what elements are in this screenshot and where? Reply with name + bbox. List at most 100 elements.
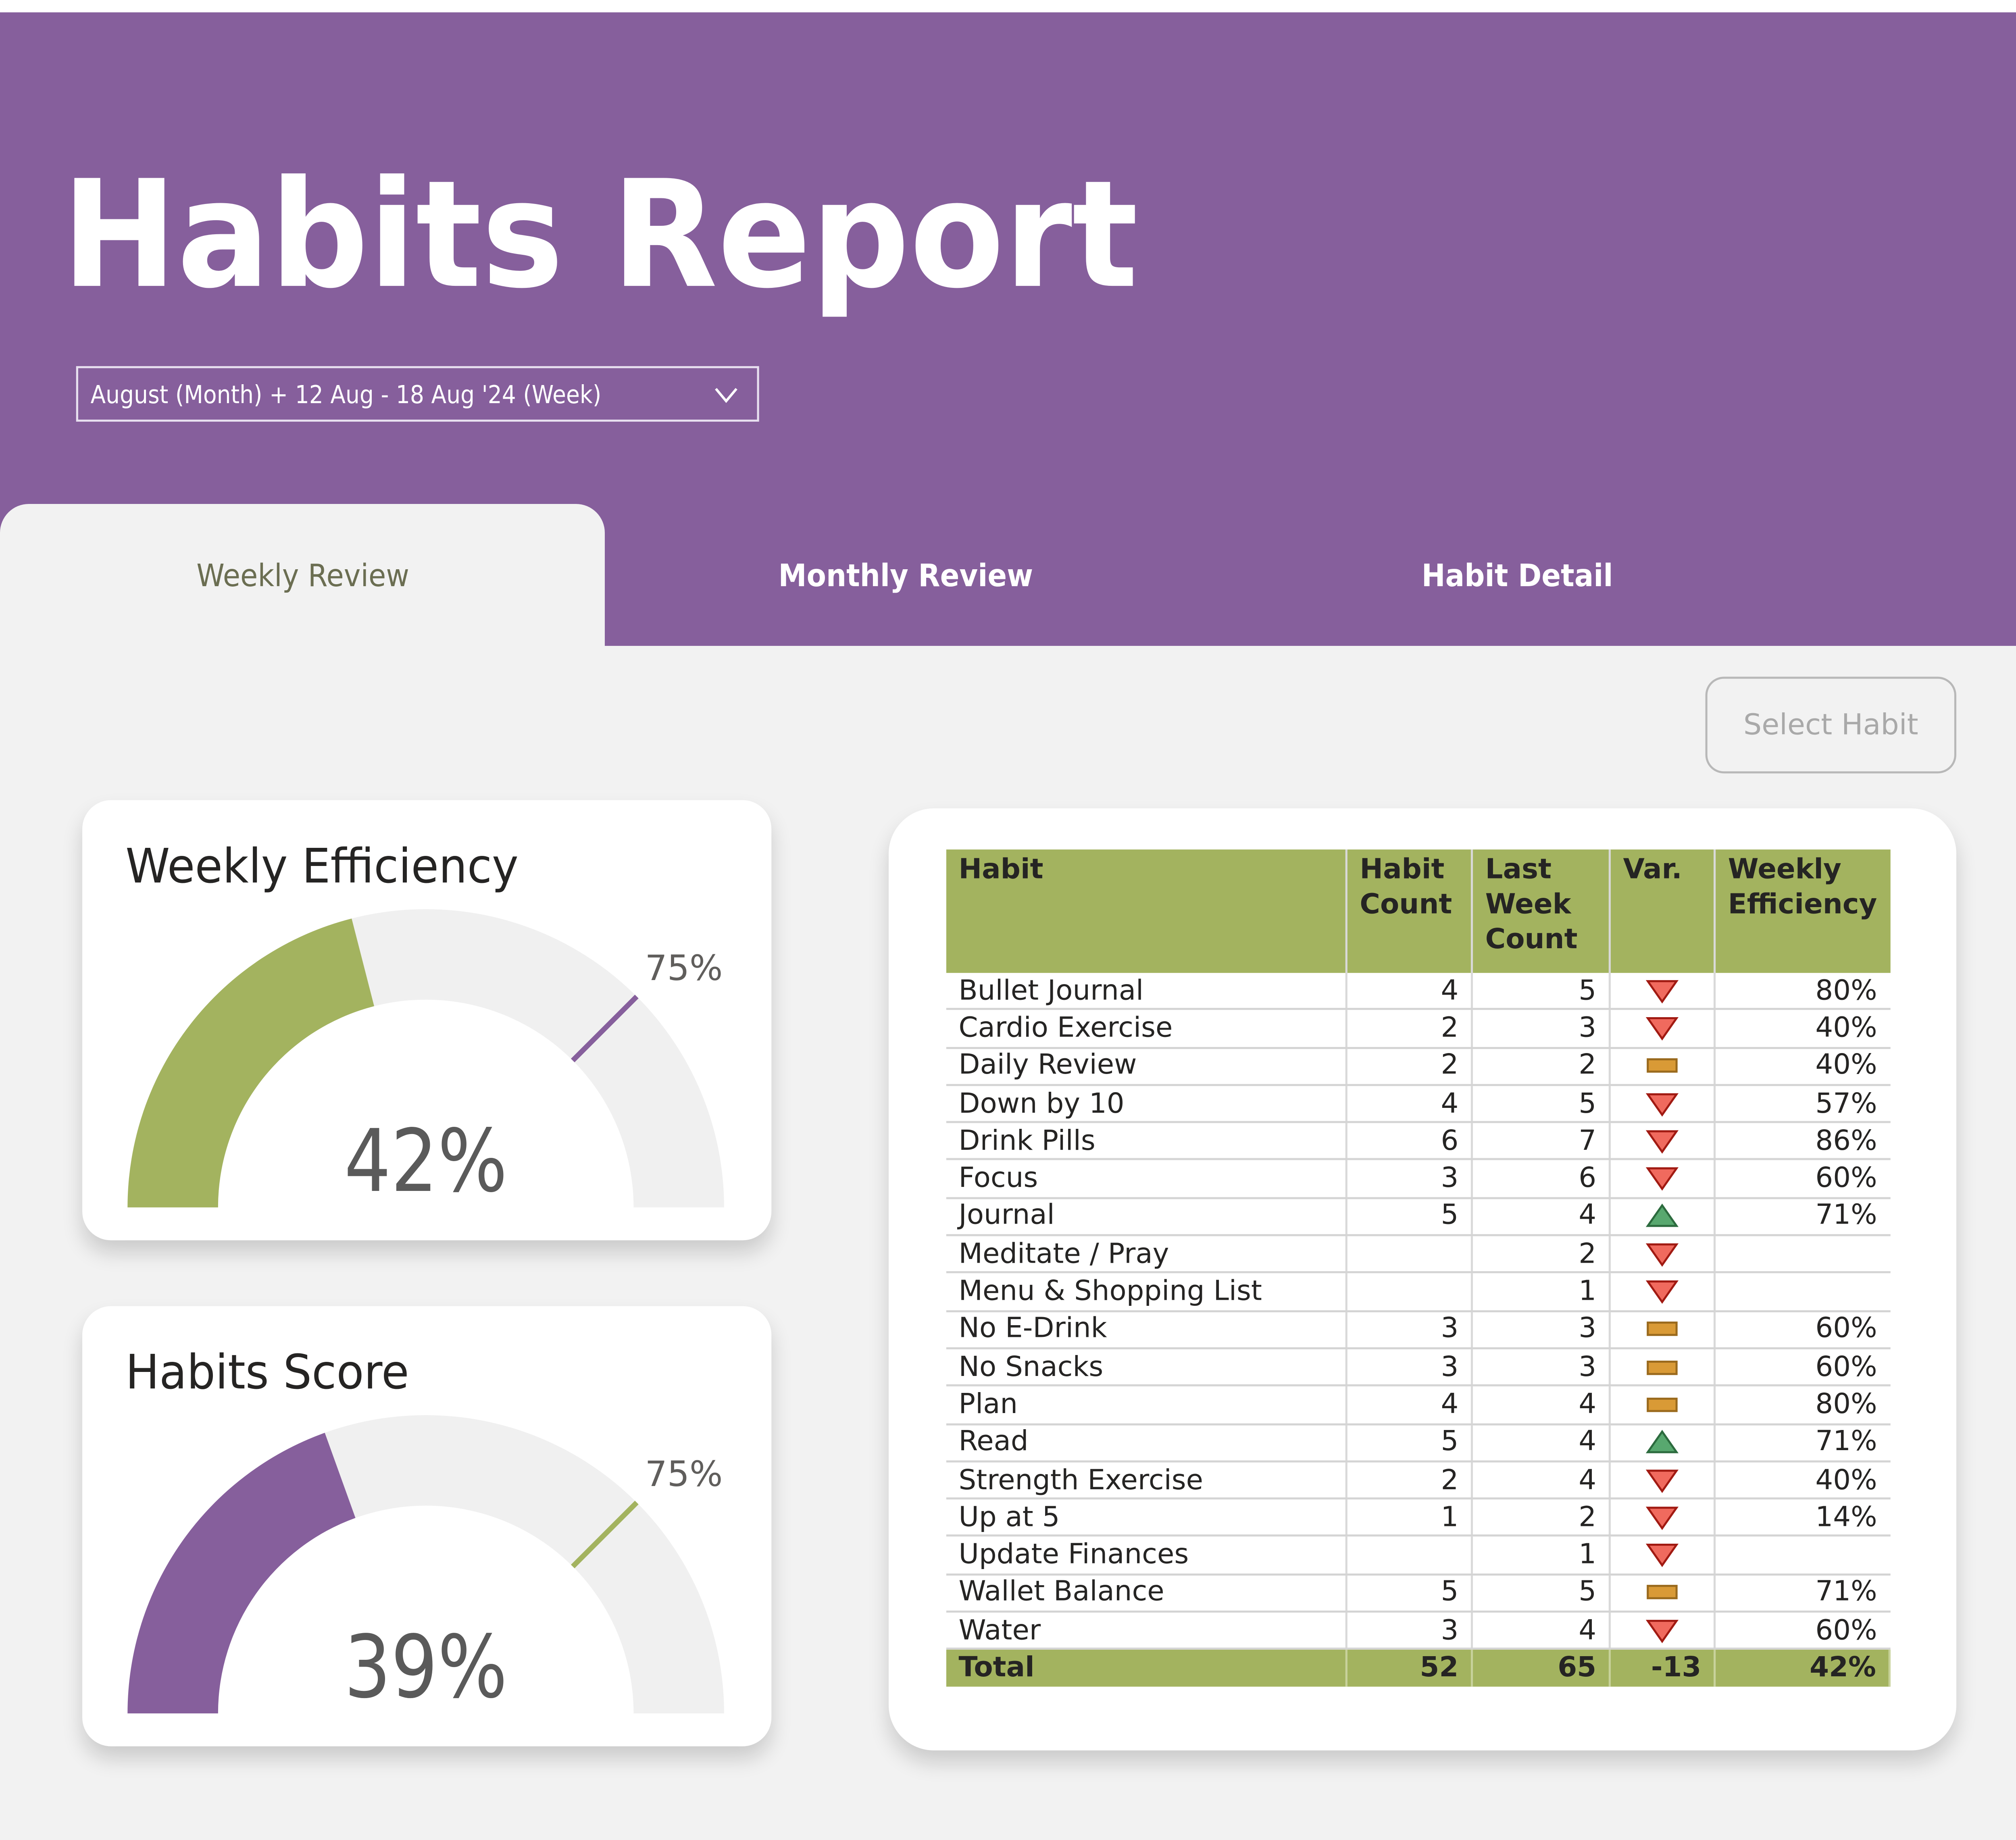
table-row[interactable]: Bullet Journal 4 5 80% [946, 973, 1890, 1011]
cell-var [1610, 1499, 1716, 1538]
flat-bar-icon [1647, 1322, 1678, 1337]
table-row[interactable]: Journal 5 4 71% [946, 1197, 1890, 1236]
cell-last-week-count: 4 [1472, 1611, 1611, 1651]
cell-var [1610, 1084, 1716, 1124]
cell-var [1610, 973, 1716, 1011]
total-var: -13 [1610, 1649, 1716, 1686]
cell-last-week-count: 4 [1472, 1386, 1611, 1425]
cell-var [1610, 1310, 1716, 1349]
cell-last-week-count: 1 [1472, 1536, 1611, 1575]
table-row[interactable]: Daily Review 2 2 40% [946, 1047, 1890, 1086]
cell-weekly-efficiency: 57% [1714, 1084, 1890, 1124]
table-row[interactable]: Wallet Balance 5 5 71% [946, 1574, 1890, 1613]
cell-weekly-efficiency: 40% [1714, 1047, 1890, 1086]
table-total-row: Total 52 65 -13 42% [946, 1649, 1891, 1686]
cell-var [1610, 1611, 1716, 1651]
table-row[interactable]: Plan 4 4 80% [946, 1386, 1890, 1425]
table-row[interactable]: Meditate / Pray 2 [946, 1235, 1890, 1274]
down-triangle-icon [1645, 1130, 1679, 1153]
cell-var [1610, 1235, 1716, 1274]
table-row[interactable]: Cardio Exercise 2 3 40% [946, 1010, 1890, 1048]
total-efficiency: 42% [1714, 1649, 1891, 1686]
habits-score-card: Habits Score 75% 39% [82, 1306, 772, 1746]
cell-habit-count: 5 [1346, 1423, 1473, 1462]
down-triangle-icon [1645, 1619, 1679, 1643]
gauge-target-label: 75% [645, 1454, 723, 1494]
period-dropdown-value: August (Month) + 12 Aug - 18 Aug '24 (We… [90, 379, 602, 408]
cell-weekly-efficiency: 80% [1714, 1386, 1890, 1425]
table-row[interactable]: Strength Exercise 2 4 40% [946, 1461, 1890, 1500]
col-var[interactable]: Var. [1610, 849, 1716, 973]
cell-last-week-count: 5 [1472, 1084, 1611, 1124]
down-triangle-icon [1645, 1168, 1679, 1191]
cell-habit-count: 2 [1346, 1010, 1473, 1048]
down-triangle-icon [1645, 1280, 1679, 1304]
gauge-target-label: 75% [645, 948, 723, 989]
col-last-week-count[interactable]: Last Week Count [1472, 849, 1611, 973]
col-weekly-efficiency[interactable]: Weekly Efficiency [1714, 849, 1890, 973]
tab-label: Habit Detail [1421, 557, 1613, 595]
tab-weekly-review[interactable]: Weekly Review [0, 504, 605, 648]
total-count: 52 [1346, 1649, 1473, 1686]
chevron-down-icon [715, 388, 737, 403]
tab-monthly-review[interactable]: Monthly Review [617, 504, 1193, 648]
cell-habit: Update Finances [946, 1536, 1347, 1575]
cell-weekly-efficiency: 14% [1714, 1499, 1890, 1538]
table-row[interactable]: Up at 5 1 2 14% [946, 1499, 1890, 1538]
flat-bar-icon [1647, 1586, 1678, 1600]
page-title: Habits Report [62, 148, 1138, 321]
cell-habit-count: 4 [1346, 973, 1473, 1011]
tab-habit-detail[interactable]: Habit Detail [1234, 504, 1800, 648]
cell-weekly-efficiency: 71% [1714, 1574, 1890, 1613]
cell-habit-count: 4 [1346, 1084, 1473, 1124]
cell-habit: Water [946, 1611, 1347, 1651]
table-row[interactable]: Read 5 4 71% [946, 1423, 1890, 1462]
cell-habit-count: 2 [1346, 1461, 1473, 1500]
down-triangle-icon [1645, 979, 1679, 1003]
col-habit-count[interactable]: Habit Count [1346, 849, 1473, 973]
flat-bar-icon [1647, 1397, 1678, 1412]
col-habit[interactable]: Habit [946, 849, 1347, 973]
cell-habit-count: 1 [1346, 1499, 1473, 1538]
up-triangle-icon [1645, 1204, 1679, 1228]
cell-weekly-efficiency: 60% [1714, 1310, 1890, 1349]
select-habit-button[interactable]: Select Habit [1705, 676, 1957, 774]
cell-habit: Up at 5 [946, 1499, 1347, 1538]
weekly-efficiency-gauge: 75% 42% [127, 909, 724, 1211]
cell-habit: Plan [946, 1386, 1347, 1425]
total-label: Total [946, 1649, 1347, 1686]
habits-score-gauge: 75% 39% [127, 1415, 724, 1717]
cell-weekly-efficiency: 71% [1714, 1423, 1890, 1462]
table-row[interactable]: Menu & Shopping List 1 [946, 1273, 1890, 1312]
table-header-row: Habit Habit Count Last Week Count Var. W… [946, 849, 1890, 973]
cell-var [1610, 1273, 1716, 1312]
cell-habit: Journal [946, 1197, 1347, 1236]
table-row[interactable]: Water 3 4 60% [946, 1611, 1890, 1651]
gauge-title: Weekly Efficiency [125, 841, 519, 895]
gauge-value: 42% [344, 1111, 508, 1211]
table-row[interactable]: Drink Pills 6 7 86% [946, 1122, 1890, 1161]
cell-last-week-count: 1 [1472, 1273, 1611, 1312]
table-row[interactable]: Focus 3 6 60% [946, 1160, 1890, 1199]
weekly-efficiency-card: Weekly Efficiency 75% 42% [82, 800, 772, 1241]
cell-last-week-count: 5 [1472, 1574, 1611, 1613]
cell-habit-count: 5 [1346, 1574, 1473, 1613]
table-row[interactable]: No Snacks 3 3 60% [946, 1348, 1890, 1387]
cell-habit: Daily Review [946, 1047, 1347, 1086]
cell-weekly-efficiency: 40% [1714, 1461, 1890, 1500]
table-row[interactable]: Update Finances 1 [946, 1536, 1890, 1575]
cell-habit-count: 4 [1346, 1386, 1473, 1425]
habit-table: Habit Habit Count Last Week Count Var. W… [946, 849, 1891, 1686]
table-row[interactable]: Down by 10 4 5 57% [946, 1084, 1890, 1124]
cell-habit-count: 3 [1346, 1348, 1473, 1387]
cell-habit: Meditate / Pray [946, 1235, 1347, 1274]
period-dropdown[interactable]: August (Month) + 12 Aug - 18 Aug '24 (We… [76, 366, 759, 422]
down-triangle-icon [1645, 1017, 1679, 1041]
cell-weekly-efficiency [1714, 1536, 1890, 1575]
cell-last-week-count: 2 [1472, 1235, 1611, 1274]
cell-habit: Strength Exercise [946, 1461, 1347, 1500]
cell-habit-count: 3 [1346, 1611, 1473, 1651]
cell-habit-count [1346, 1235, 1473, 1274]
table-row[interactable]: No E-Drink 3 3 60% [946, 1310, 1890, 1349]
